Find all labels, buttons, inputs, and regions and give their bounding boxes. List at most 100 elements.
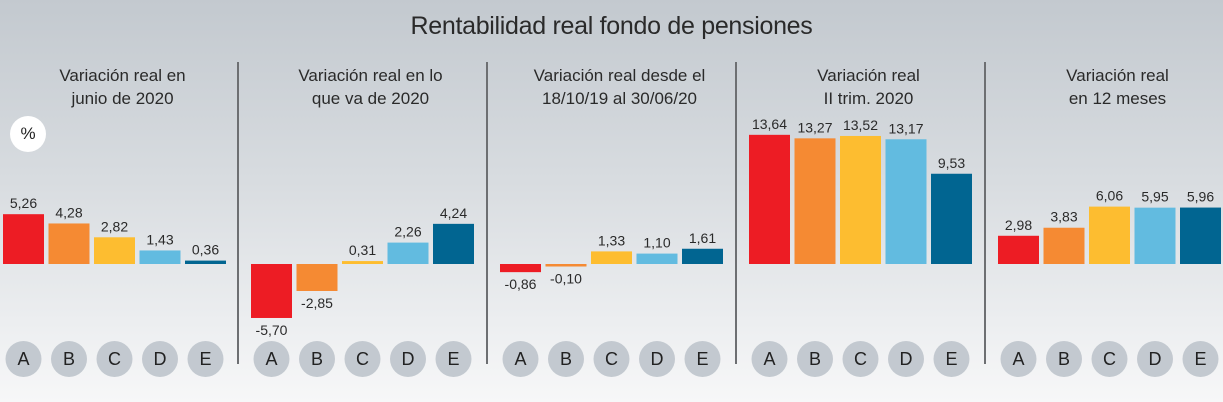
category-circle-E xyxy=(435,341,472,377)
data-label-C: 6,06 xyxy=(1096,188,1123,204)
data-label-D: 1,10 xyxy=(643,235,670,251)
data-label-A: -0,86 xyxy=(505,276,537,292)
category-circle-A xyxy=(5,341,42,377)
bar-A xyxy=(749,134,790,264)
panel-divider xyxy=(984,62,986,364)
category-circle-B xyxy=(299,341,335,377)
data-label-E: 9,53 xyxy=(938,155,965,171)
bar-E xyxy=(931,173,972,264)
data-label-E: 4,24 xyxy=(440,205,467,221)
category-circle-B xyxy=(51,341,87,377)
bar-E xyxy=(1180,207,1221,264)
category-label-B: B xyxy=(560,349,572,369)
panel-5: Variación real en 12 meses 2,98 A 3,83 B 6,06… xyxy=(995,60,1223,390)
bar-C xyxy=(1089,206,1130,264)
category-circle-B xyxy=(797,341,833,377)
category-circle-C xyxy=(593,341,630,377)
category-label-A: A xyxy=(265,349,277,369)
category-label-C: C xyxy=(854,349,867,369)
category-circle-E xyxy=(187,341,224,377)
category-circle-D xyxy=(888,341,924,377)
panel-4: Variación real II trim. 2020 13,64 A 13,27 B… xyxy=(746,60,991,390)
panel-title: Variación real en lo que va de 2020 xyxy=(298,66,443,108)
data-label-D: 1,43 xyxy=(146,231,173,247)
category-circle-D xyxy=(390,341,426,377)
data-label-B: -2,85 xyxy=(301,295,333,311)
category-circle-C xyxy=(344,341,381,377)
category-circle-A xyxy=(502,341,539,377)
category-label-C: C xyxy=(1103,349,1116,369)
bar-A xyxy=(998,235,1039,264)
bar-C xyxy=(840,135,881,264)
panel-title: Variación real II trim. 2020 xyxy=(817,66,920,108)
panel-chart: -5,70 A -2,85 B 0,31 C 2,26 D 4,24 E xyxy=(251,205,474,377)
category-circle-A xyxy=(751,341,788,377)
panel-title: Variación real en 12 meses xyxy=(1066,66,1169,108)
data-label-A: 2,98 xyxy=(1005,217,1032,233)
bar-C xyxy=(591,251,632,264)
data-label-B: 3,83 xyxy=(1050,209,1077,225)
category-label-D: D xyxy=(154,349,167,369)
panel-chart: 13,64 A 13,27 B 13,52 C 13,17 D 9,53 E xyxy=(749,116,972,377)
bar-B xyxy=(48,223,90,264)
category-label-A: A xyxy=(763,349,775,369)
category-label-D: D xyxy=(900,349,913,369)
panel-2: Variación real en lo que va de 2020 -5,70… xyxy=(248,60,493,390)
category-circle-C xyxy=(842,341,879,377)
panel-1: Variación real en junio de 2020 5,26 A 4,28… xyxy=(0,60,245,390)
category-circle-E xyxy=(933,341,970,377)
category-circle-C xyxy=(1091,341,1128,377)
bar-D xyxy=(139,250,181,264)
data-label-A: 5,26 xyxy=(10,195,37,211)
bar-B xyxy=(545,264,587,267)
data-label-B: -0,10 xyxy=(550,271,582,287)
bar-D xyxy=(885,139,927,264)
category-label-C: C xyxy=(605,349,618,369)
bar-B xyxy=(296,264,338,291)
category-label-E: E xyxy=(945,349,957,369)
bar-A xyxy=(500,264,541,273)
data-label-A: 13,64 xyxy=(752,116,787,132)
category-circle-D xyxy=(1137,341,1173,377)
bar-B xyxy=(794,138,836,264)
category-circle-B xyxy=(548,341,584,377)
category-circle-C xyxy=(96,341,133,377)
category-label-D: D xyxy=(1149,349,1162,369)
data-label-C: 1,33 xyxy=(598,232,625,248)
panel-chart: 5,26 A 4,28 B 2,82 C 1,43 D 0,36 E xyxy=(3,195,226,377)
panel-divider xyxy=(486,62,488,364)
category-label-E: E xyxy=(447,349,459,369)
data-label-B: 13,27 xyxy=(797,119,832,135)
category-label-B: B xyxy=(809,349,821,369)
data-label-A: -5,70 xyxy=(256,322,288,338)
data-label-E: 0,36 xyxy=(192,242,219,258)
bar-B xyxy=(1043,227,1085,264)
chart-title: Rentabilidad real fondo de pensiones xyxy=(410,12,813,40)
category-label-E: E xyxy=(696,349,708,369)
category-label-D: D xyxy=(651,349,664,369)
data-label-D: 2,26 xyxy=(394,224,421,240)
category-label-D: D xyxy=(402,349,415,369)
category-label-B: B xyxy=(311,349,323,369)
category-label-E: E xyxy=(1194,349,1206,369)
panel-3: Variación real desde el 18/10/19 al 30/0… xyxy=(497,60,742,390)
category-label-B: B xyxy=(1058,349,1070,369)
bar-E xyxy=(185,260,226,264)
data-label-B: 4,28 xyxy=(55,204,82,220)
bar-D xyxy=(387,242,429,264)
category-label-A: A xyxy=(1012,349,1024,369)
panel-divider xyxy=(735,62,737,364)
data-label-E: 5,96 xyxy=(1187,189,1214,205)
category-circle-D xyxy=(142,341,178,377)
bar-D xyxy=(1134,207,1176,264)
panel-title: Variación real desde el 18/10/19 al 30/0… xyxy=(533,66,706,108)
bar-E xyxy=(682,248,723,264)
data-label-E: 1,61 xyxy=(689,230,716,246)
panel-title: Variación real en junio de 2020 xyxy=(59,66,186,108)
category-label-C: C xyxy=(108,349,121,369)
category-label-B: B xyxy=(63,349,75,369)
category-circle-A xyxy=(1000,341,1037,377)
category-circle-D xyxy=(639,341,675,377)
data-label-C: 13,52 xyxy=(843,117,878,133)
bar-C xyxy=(342,261,383,264)
